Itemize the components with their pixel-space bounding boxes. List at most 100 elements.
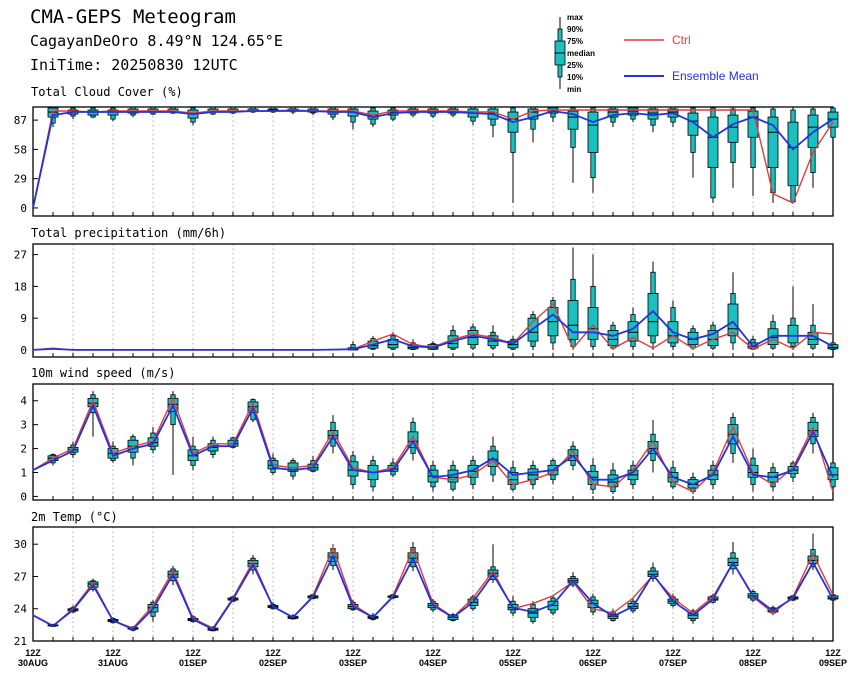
y-tick-label: 27 <box>14 249 27 262</box>
box-inner <box>587 307 599 340</box>
box-11 <box>247 106 259 114</box>
y-tick-label: 9 <box>20 312 27 325</box>
ctrl-line <box>32 109 834 209</box>
y-tick-label: 2 <box>20 443 27 456</box>
box-26 <box>547 106 559 123</box>
legend-box-label: 10% <box>567 73 583 82</box>
legend-box-label: min <box>567 85 581 94</box>
box-25 <box>527 460 539 490</box>
x-date-label: 03SEP <box>339 658 367 668</box>
legend-box-symbol <box>554 17 566 89</box>
x-hour-label: 12Z <box>25 648 41 658</box>
legend-box-label: 25% <box>567 61 583 70</box>
panel-title: 2m Temp (°C) <box>31 510 118 524</box>
box-33 <box>687 107 699 178</box>
x-date-label: 09SEP <box>819 658 847 668</box>
legend-mean-label: Ensemble Mean <box>672 69 759 83</box>
y-tick-label: 24 <box>14 603 28 616</box>
panel-title: 10m wind speed (m/s) <box>31 366 176 380</box>
y-tick-label: 21 <box>14 635 27 648</box>
box-inner <box>787 121 799 187</box>
x-date-label: 07SEP <box>659 658 687 668</box>
y-tick-label: 0 <box>20 490 27 503</box>
box-30 <box>627 106 639 123</box>
legend-box-label: median <box>567 49 595 58</box>
box-26 <box>547 296 559 350</box>
y-tick-label: 27 <box>14 570 27 583</box>
x-hour-label: 12Z <box>505 648 521 658</box>
panel-2: 10m wind speed (m/s) 0 1 2 3 4 <box>20 366 839 503</box>
panel-title: Total precipitation (mm/6h) <box>31 226 226 240</box>
box-36 <box>747 107 759 196</box>
box-31 <box>647 261 659 350</box>
y-tick-label: 29 <box>14 173 27 186</box>
legend-box-label: 90% <box>567 25 583 34</box>
page-title: CMA-GEPS Meteogram <box>30 6 236 28</box>
y-tick-label: 58 <box>14 143 27 156</box>
x-hour-label: 12Z <box>425 648 441 658</box>
box-27 <box>567 247 579 350</box>
x-hour-label: 12Z <box>585 648 601 658</box>
x-date-label: 04SEP <box>419 658 447 668</box>
x-date-label: 05SEP <box>499 658 527 668</box>
box-8 <box>187 107 199 126</box>
y-tick-label: 30 <box>14 538 27 551</box>
panel-1: Total precipitation (mm/6h) 0 9 18 27 <box>14 226 839 358</box>
box-22 <box>467 323 479 350</box>
box-inner <box>727 303 739 337</box>
x-hour-label: 12Z <box>185 648 201 658</box>
box-18 <box>387 332 399 350</box>
x-axis-labels: 12Z30AUG12Z31AUG12Z01SEP12Z02SEP12Z03SEP… <box>18 648 847 668</box>
box-39 <box>807 304 819 350</box>
y-tick-label: 87 <box>14 114 27 127</box>
box-inner <box>827 344 839 350</box>
box-35 <box>727 107 739 188</box>
y-tick-label: 1 <box>20 466 27 479</box>
ensemble-mean-line <box>32 403 834 486</box>
box-28 <box>587 254 599 350</box>
box-inner <box>707 116 719 168</box>
x-date-label: 06SEP <box>579 658 607 668</box>
box-35 <box>727 272 739 350</box>
legend: max 90% 75% median 25% 10% min Ctrl Ensemble M… <box>554 13 759 94</box>
legend-box-labels: max 90% 75% median 25% 10% min <box>567 13 595 94</box>
box-inner <box>787 324 799 344</box>
box-19 <box>407 417 419 461</box>
ensemble-mean-line <box>32 553 834 631</box>
init-time-label: IniTime: 20250830 12UTC <box>30 56 238 74</box>
box-inner <box>607 330 619 347</box>
box-40 <box>827 458 839 492</box>
box-24 <box>507 460 519 492</box>
x-hour-label: 12Z <box>345 648 361 658</box>
box-inner <box>567 110 579 130</box>
x-hour-label: 12Z <box>665 648 681 658</box>
box-inner <box>687 112 699 136</box>
box-37 <box>767 107 779 203</box>
box-12 <box>267 106 279 114</box>
x-hour-label: 12Z <box>745 648 761 658</box>
legend-box-label: 75% <box>567 37 583 46</box>
box-17 <box>367 455 379 492</box>
x-hour-label: 12Z <box>825 648 841 658</box>
panel-3: 2m Temp (°C) 21 24 27 30 <box>14 510 839 648</box>
legend-box-label: max <box>567 13 584 22</box>
box-34 <box>707 107 719 203</box>
box-inner <box>527 108 539 120</box>
legend-ctrl-label: Ctrl <box>672 33 691 47</box>
box-21 <box>447 325 459 350</box>
box-32 <box>667 300 679 350</box>
x-date-label: 08SEP <box>739 658 767 668</box>
x-date-label: 30AUG <box>18 658 48 668</box>
box-outer <box>750 107 756 168</box>
box-15 <box>327 106 339 121</box>
box-inner <box>607 474 619 488</box>
box-37 <box>767 314 779 350</box>
box-31 <box>647 106 659 133</box>
ensemble-mean-line <box>32 309 834 351</box>
panel-title: Total Cloud Cover (%) <box>31 85 183 99</box>
box-inner <box>587 111 599 153</box>
panel-0: Total Cloud Cover (%) 0 29 58 87 <box>14 85 839 217</box>
x-hour-label: 12Z <box>105 648 121 658</box>
